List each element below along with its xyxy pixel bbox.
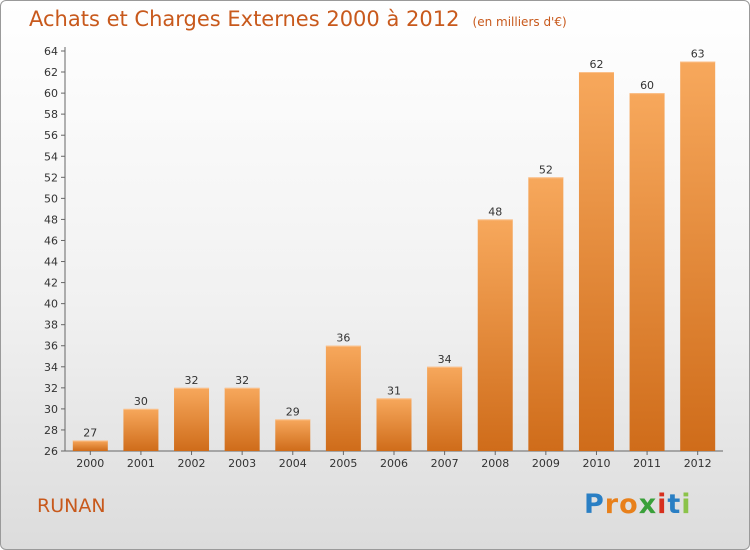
y-tick-label: 54 <box>44 150 58 163</box>
chart-title: Achats et Charges Externes 2000 à 2012 (… <box>29 7 567 31</box>
bar <box>123 408 159 451</box>
x-tick-label: 2009 <box>532 457 560 470</box>
bar <box>224 387 260 451</box>
y-tick-label: 38 <box>44 319 58 332</box>
y-tick-label: 40 <box>44 298 58 311</box>
y-tick-label: 30 <box>44 403 58 416</box>
y-tick-label: 28 <box>44 424 58 437</box>
x-tick-label: 2012 <box>684 457 712 470</box>
x-tick-label: 2008 <box>481 457 509 470</box>
commune-name: RUNAN <box>37 495 106 517</box>
x-tick-label: 2000 <box>76 457 104 470</box>
x-tick-label: 2002 <box>178 457 206 470</box>
bar <box>427 366 463 451</box>
bar <box>629 93 665 452</box>
y-tick-label: 50 <box>44 192 58 205</box>
x-tick-label: 2005 <box>329 457 357 470</box>
y-tick-label: 62 <box>44 66 58 79</box>
chart-title-text: Achats et Charges Externes 2000 à 2012 <box>29 7 460 31</box>
data-label: 34 <box>438 353 452 366</box>
y-tick-label: 42 <box>44 277 58 290</box>
logo-letter: i <box>657 489 668 520</box>
data-label: 30 <box>134 395 148 408</box>
logo-letter: t <box>667 489 682 520</box>
data-label: 52 <box>539 163 553 176</box>
y-tick-label: 60 <box>44 87 58 100</box>
y-tick-label: 44 <box>44 256 58 269</box>
bar <box>376 398 412 451</box>
bar <box>275 419 311 451</box>
data-label: 48 <box>488 205 502 218</box>
y-tick-label: 36 <box>44 340 58 353</box>
x-tick-label: 2011 <box>633 457 661 470</box>
bar <box>72 440 108 451</box>
logo-letter: P <box>584 489 605 520</box>
logo-letter: r <box>604 489 620 520</box>
x-tick-label: 2007 <box>431 457 459 470</box>
data-label: 63 <box>691 48 705 61</box>
data-label: 32 <box>235 374 249 387</box>
bar <box>528 177 564 451</box>
proxiti-logo: Proxiti <box>584 489 692 520</box>
y-tick-label: 64 <box>44 45 58 58</box>
y-tick-label: 34 <box>44 361 58 374</box>
bar <box>477 219 513 451</box>
y-tick-label: 58 <box>44 108 58 121</box>
chart-unit: (en milliers d'€) <box>472 15 567 29</box>
bar <box>578 72 614 451</box>
x-tick-label: 2001 <box>127 457 155 470</box>
x-tick-label: 2010 <box>582 457 610 470</box>
data-label: 32 <box>185 374 199 387</box>
y-tick-label: 52 <box>44 171 58 184</box>
logo-letter: x <box>638 489 658 520</box>
data-label: 29 <box>286 405 300 418</box>
x-tick-label: 2006 <box>380 457 408 470</box>
y-tick-label: 56 <box>44 129 58 142</box>
bar <box>680 61 716 452</box>
data-label: 62 <box>589 58 603 71</box>
x-tick-label: 2003 <box>228 457 256 470</box>
bar <box>174 387 210 451</box>
data-label: 31 <box>387 384 401 397</box>
x-tick-label: 2004 <box>279 457 307 470</box>
y-tick-label: 48 <box>44 213 58 226</box>
logo-letter: i <box>681 489 692 520</box>
y-tick-label: 32 <box>44 382 58 395</box>
y-tick-label: 46 <box>44 234 58 247</box>
data-label: 36 <box>336 332 350 345</box>
y-tick-label: 26 <box>44 445 58 458</box>
data-label: 60 <box>640 79 654 92</box>
bar <box>325 345 361 451</box>
logo-letter: o <box>619 489 639 520</box>
data-label: 27 <box>83 426 97 439</box>
